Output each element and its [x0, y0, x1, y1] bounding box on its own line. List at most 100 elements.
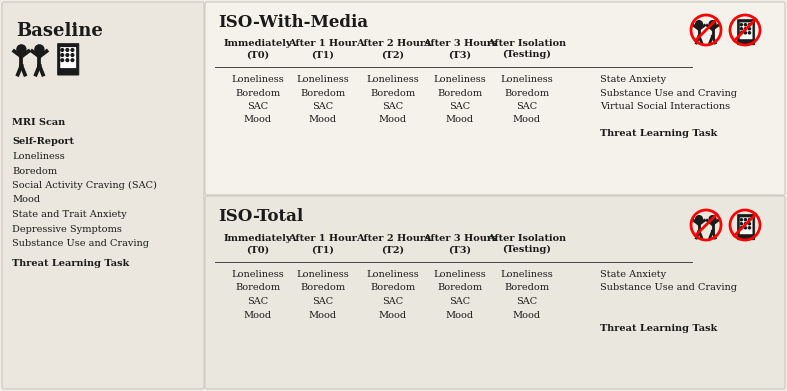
FancyBboxPatch shape [57, 43, 79, 75]
Text: Loneliness: Loneliness [297, 75, 349, 84]
Text: Self-Report: Self-Report [12, 138, 74, 147]
Text: SAC: SAC [247, 102, 268, 111]
Text: Mood: Mood [309, 310, 337, 319]
Text: Immediately
(T0): Immediately (T0) [224, 234, 292, 254]
Text: Mood: Mood [379, 115, 407, 124]
Text: Boredom: Boredom [12, 167, 57, 176]
Text: Boredom: Boredom [371, 283, 416, 292]
Text: Depressive Symptoms: Depressive Symptoms [12, 224, 122, 233]
Text: Mood: Mood [446, 115, 474, 124]
Circle shape [61, 54, 64, 56]
Text: SAC: SAC [516, 297, 538, 306]
Text: State Anxiety: State Anxiety [600, 270, 666, 279]
Circle shape [696, 21, 703, 27]
Circle shape [709, 216, 716, 222]
Text: Loneliness: Loneliness [434, 270, 486, 279]
FancyBboxPatch shape [205, 2, 785, 195]
Text: Mood: Mood [309, 115, 337, 124]
Text: After Isolation
(Testing): After Isolation (Testing) [487, 39, 567, 59]
Circle shape [748, 32, 751, 34]
Text: After 3 Hours
(T3): After 3 Hours (T3) [423, 234, 497, 254]
Text: SAC: SAC [247, 297, 268, 306]
Circle shape [17, 45, 26, 54]
Text: Boredom: Boredom [235, 283, 280, 292]
Text: Virtual Social Interactions: Virtual Social Interactions [600, 102, 730, 111]
FancyBboxPatch shape [61, 47, 76, 68]
Text: After 2 Hours
(T2): After 2 Hours (T2) [356, 234, 430, 254]
Text: After 2 Hours
(T2): After 2 Hours (T2) [356, 39, 430, 59]
Text: Boredom: Boredom [438, 283, 482, 292]
Text: SAC: SAC [312, 102, 334, 111]
Text: After Isolation
(Testing): After Isolation (Testing) [487, 234, 567, 254]
Text: Boredom: Boredom [504, 88, 549, 97]
Text: After 1 Hour
(T1): After 1 Hour (T1) [289, 39, 357, 59]
Circle shape [745, 219, 747, 221]
Circle shape [745, 23, 747, 26]
Circle shape [741, 227, 742, 229]
Text: Immediately
(T0): Immediately (T0) [224, 39, 292, 59]
Text: Substance Use and Craving: Substance Use and Craving [12, 239, 149, 248]
Circle shape [35, 45, 44, 54]
Circle shape [741, 28, 742, 30]
Circle shape [748, 223, 751, 225]
Text: After 1 Hour
(T1): After 1 Hour (T1) [289, 234, 357, 254]
Circle shape [745, 223, 747, 225]
Text: Boredom: Boredom [504, 283, 549, 292]
Text: Loneliness: Loneliness [297, 270, 349, 279]
Circle shape [71, 59, 74, 61]
Text: Social Activity Craving (SAC): Social Activity Craving (SAC) [12, 181, 157, 190]
Text: Threat Learning Task: Threat Learning Task [600, 129, 717, 138]
FancyBboxPatch shape [740, 217, 752, 234]
Circle shape [709, 21, 716, 27]
FancyBboxPatch shape [737, 215, 755, 240]
Text: Loneliness: Loneliness [12, 152, 65, 161]
Text: Mood: Mood [446, 310, 474, 319]
Text: Mood: Mood [244, 310, 272, 319]
Text: Baseline: Baseline [16, 22, 103, 40]
FancyBboxPatch shape [205, 196, 785, 389]
Text: Loneliness: Loneliness [231, 270, 284, 279]
Text: Loneliness: Loneliness [231, 75, 284, 84]
Circle shape [741, 23, 742, 26]
Text: Loneliness: Loneliness [501, 270, 553, 279]
Circle shape [61, 59, 64, 61]
Text: Mood: Mood [513, 310, 541, 319]
Circle shape [745, 28, 747, 30]
Circle shape [741, 223, 742, 225]
Text: ISO-With-Media: ISO-With-Media [218, 14, 368, 31]
Circle shape [66, 54, 68, 56]
Text: Mood: Mood [12, 196, 40, 204]
Text: Mood: Mood [379, 310, 407, 319]
Text: MRI Scan: MRI Scan [12, 118, 65, 127]
Text: SAC: SAC [312, 297, 334, 306]
Circle shape [741, 219, 742, 221]
Text: After 3 Hours
(T3): After 3 Hours (T3) [423, 39, 497, 59]
Circle shape [61, 48, 64, 51]
Text: Loneliness: Loneliness [434, 75, 486, 84]
FancyBboxPatch shape [740, 22, 752, 39]
Text: Loneliness: Loneliness [367, 75, 419, 84]
Text: Boredom: Boredom [301, 283, 345, 292]
Text: SAC: SAC [382, 297, 404, 306]
Text: Loneliness: Loneliness [501, 75, 553, 84]
Text: Boredom: Boredom [235, 88, 280, 97]
Text: Boredom: Boredom [301, 88, 345, 97]
Text: SAC: SAC [382, 102, 404, 111]
Text: Threat Learning Task: Threat Learning Task [600, 324, 717, 333]
Text: Mood: Mood [513, 115, 541, 124]
Circle shape [745, 227, 747, 229]
Text: State Anxiety: State Anxiety [600, 75, 666, 84]
Text: Substance Use and Craving: Substance Use and Craving [600, 283, 737, 292]
Text: SAC: SAC [449, 102, 471, 111]
Text: Boredom: Boredom [371, 88, 416, 97]
FancyBboxPatch shape [2, 2, 204, 389]
Text: Boredom: Boredom [438, 88, 482, 97]
Text: Threat Learning Task: Threat Learning Task [12, 258, 129, 267]
Circle shape [748, 28, 751, 30]
Circle shape [745, 32, 747, 34]
Circle shape [741, 32, 742, 34]
Text: Mood: Mood [244, 115, 272, 124]
Text: Substance Use and Craving: Substance Use and Craving [600, 88, 737, 97]
Circle shape [66, 48, 68, 51]
Text: SAC: SAC [516, 102, 538, 111]
